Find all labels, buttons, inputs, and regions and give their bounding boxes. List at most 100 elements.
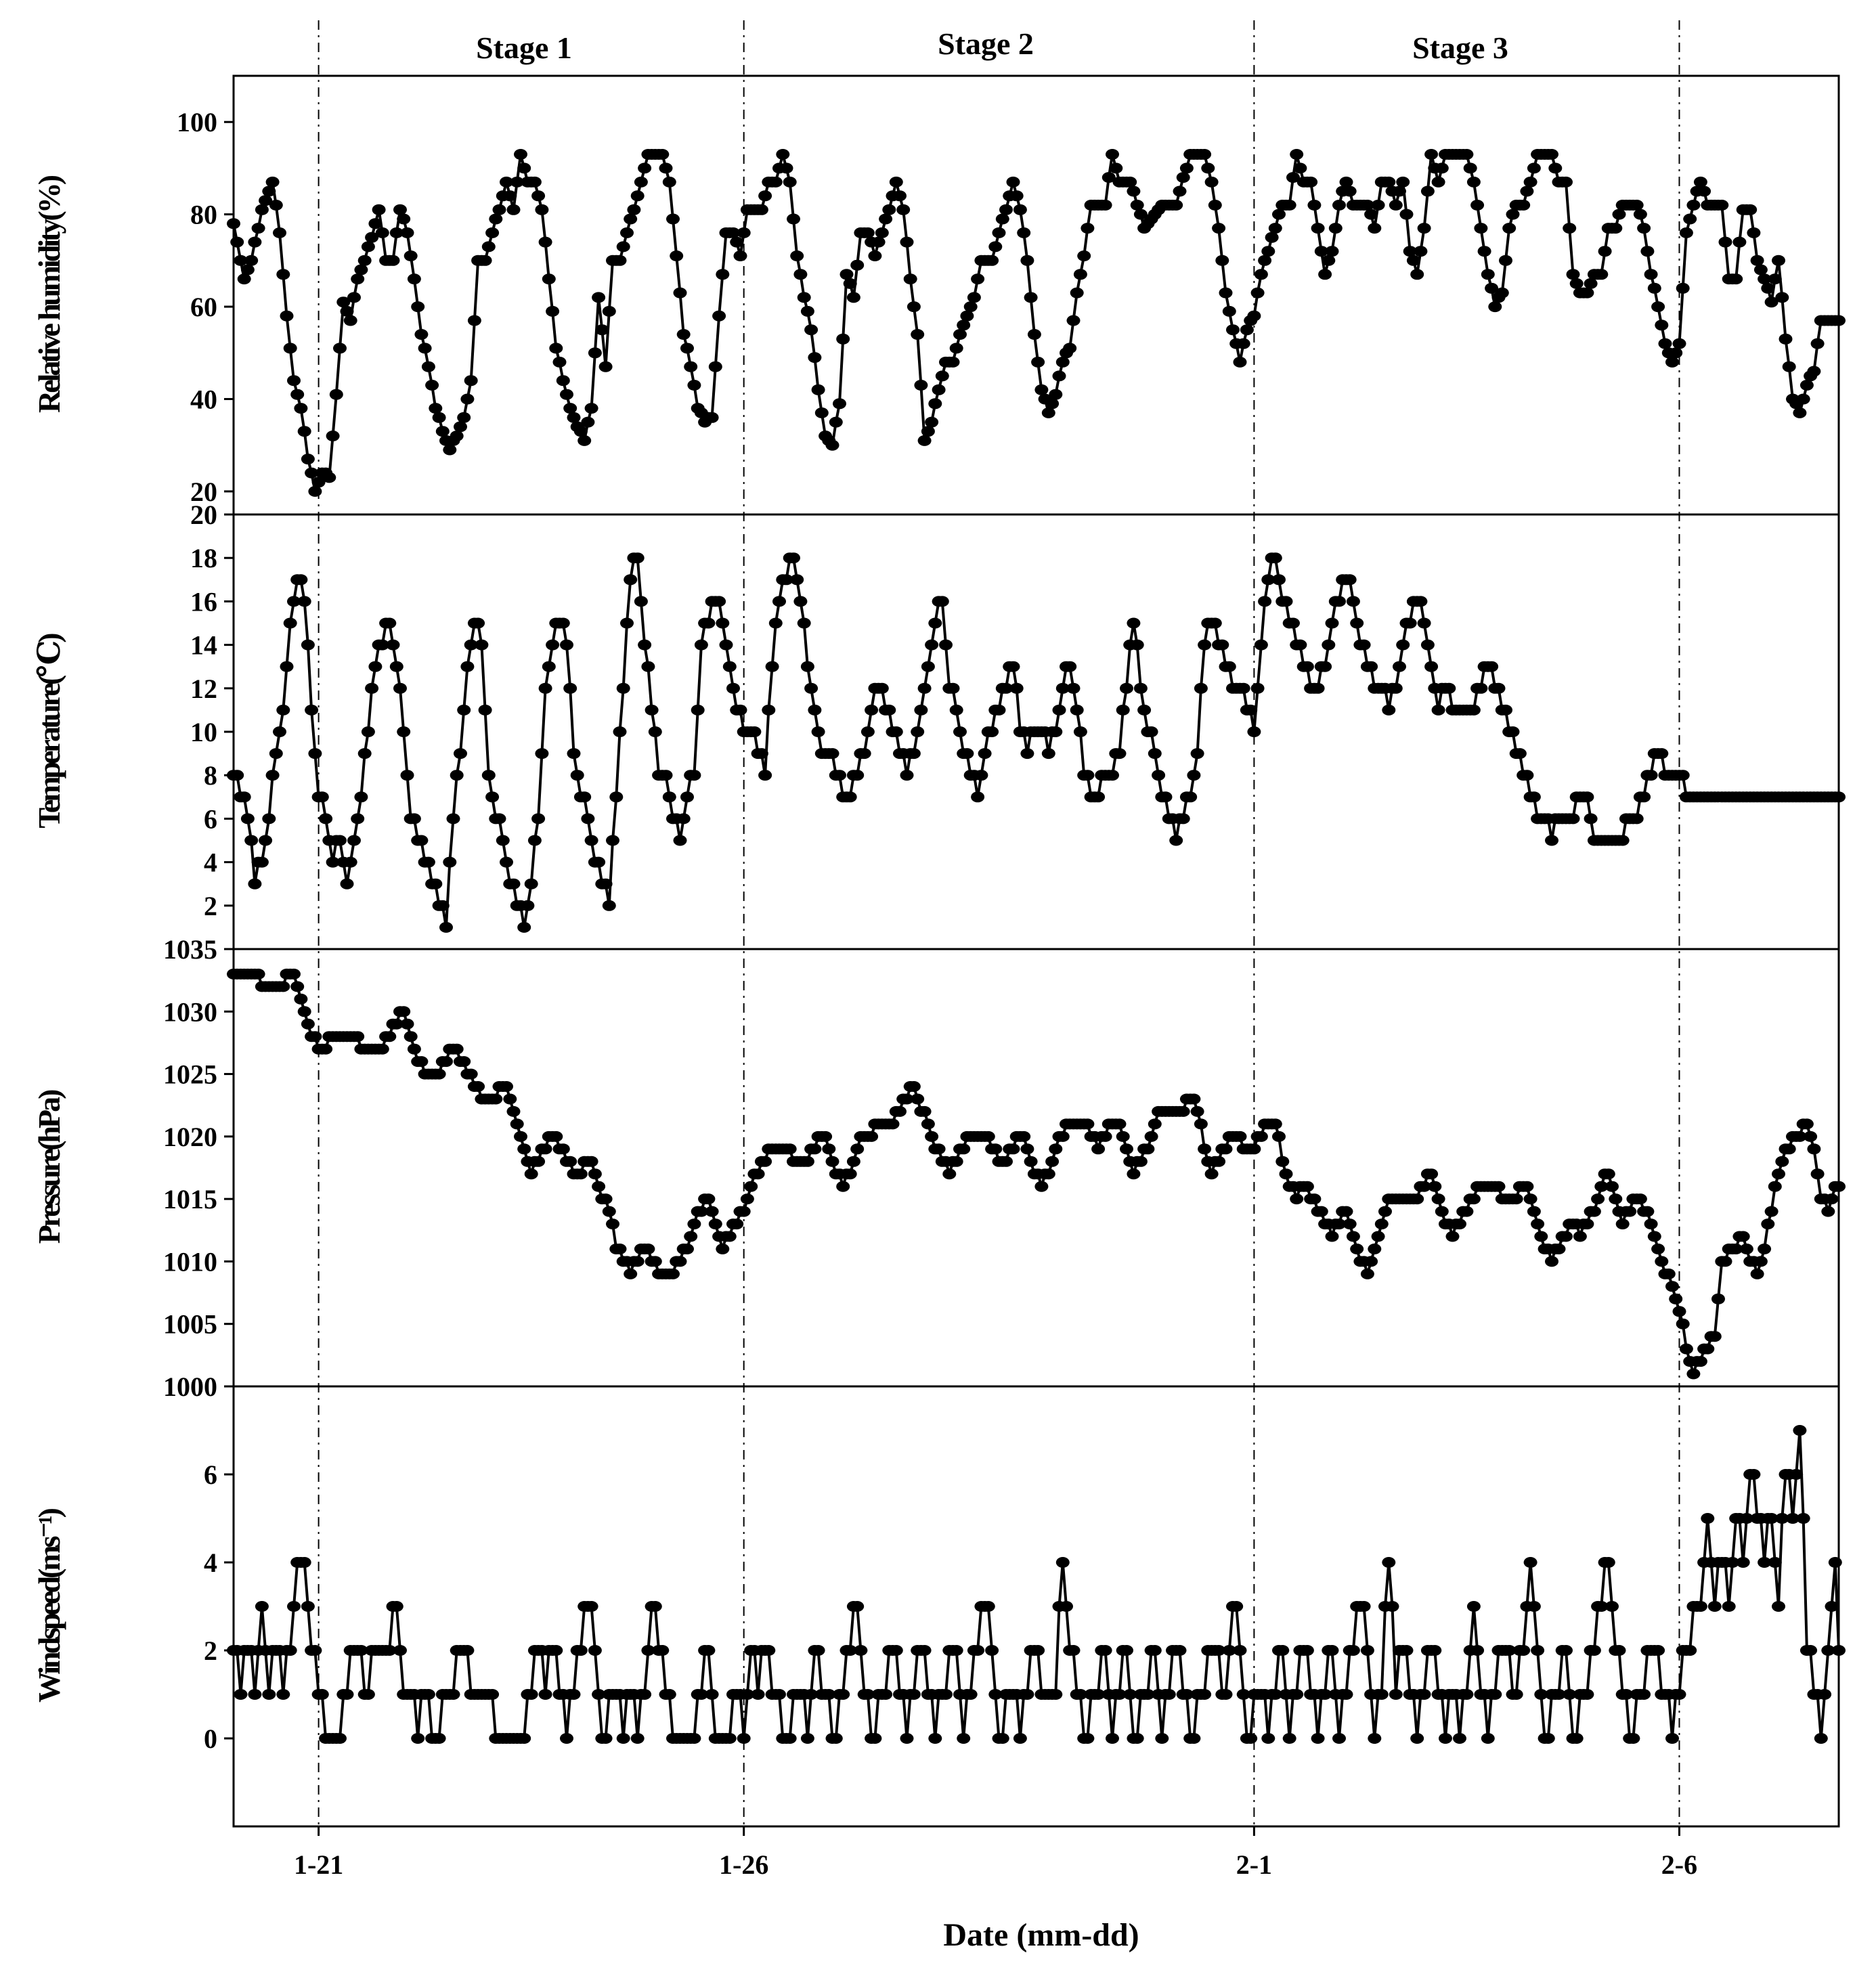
data-point	[1460, 1689, 1474, 1700]
data-point	[439, 921, 453, 933]
data-point	[1106, 770, 1119, 781]
data-point	[808, 1143, 822, 1155]
data-point	[1343, 185, 1357, 197]
data-point	[1793, 1425, 1807, 1436]
data-point	[882, 204, 896, 215]
data-point	[939, 639, 953, 651]
data-point	[638, 162, 652, 174]
y-tick-label: 14	[190, 630, 217, 661]
data-point	[1772, 255, 1785, 266]
data-point	[758, 1156, 772, 1167]
data-point	[315, 791, 329, 803]
data-point	[1420, 185, 1435, 197]
data-point	[1378, 1206, 1392, 1217]
data-point	[1566, 269, 1580, 280]
data-point	[389, 661, 403, 672]
data-point	[1637, 791, 1651, 803]
data-point	[1672, 1689, 1686, 1700]
data-point	[733, 250, 747, 261]
data-point	[800, 661, 814, 672]
data-point	[227, 218, 240, 229]
data-point	[478, 255, 492, 266]
data-point	[577, 435, 592, 446]
data-point	[1343, 1218, 1357, 1230]
data-point	[602, 1206, 616, 1217]
data-point	[1584, 813, 1598, 825]
data-point	[1041, 748, 1055, 760]
data-point	[1414, 246, 1428, 257]
data-point	[1226, 324, 1240, 336]
data-point	[1006, 661, 1020, 672]
data-point	[1686, 1368, 1701, 1380]
data-point	[1055, 682, 1070, 694]
data-point	[1605, 1601, 1619, 1612]
data-point	[1435, 1206, 1449, 1217]
data-point	[1655, 748, 1669, 760]
data-point	[673, 835, 687, 846]
data-point	[308, 485, 322, 497]
data-point	[386, 255, 400, 266]
data-point	[1410, 1193, 1424, 1205]
data-point	[262, 1689, 276, 1700]
data-point	[315, 1689, 329, 1700]
data-point	[1584, 278, 1598, 289]
data-point	[1779, 333, 1793, 345]
data-point	[811, 1645, 825, 1656]
data-point	[1106, 1733, 1119, 1744]
data-point	[1726, 1557, 1739, 1568]
data-point	[776, 149, 790, 160]
data-point	[1229, 1601, 1244, 1612]
data-point	[1679, 227, 1693, 238]
data-point	[1101, 172, 1116, 183]
data-point	[1707, 1601, 1722, 1612]
data-point	[865, 1130, 879, 1142]
data-point	[1520, 1181, 1534, 1192]
data-point	[1630, 813, 1644, 825]
data-point	[1133, 1156, 1148, 1167]
data-point	[1346, 1645, 1360, 1656]
data-point	[524, 1168, 538, 1180]
data-point	[836, 1689, 850, 1700]
data-point	[283, 1645, 297, 1656]
data-point	[1073, 269, 1087, 280]
data-point	[659, 162, 673, 174]
data-point	[514, 1130, 527, 1142]
data-point	[347, 292, 361, 303]
data-point	[276, 1689, 290, 1700]
data-point	[1198, 1689, 1212, 1700]
data-point	[592, 1181, 606, 1192]
data-point	[949, 1645, 963, 1656]
data-point	[953, 726, 967, 737]
data-point	[308, 1645, 322, 1656]
data-point	[1208, 617, 1222, 629]
data-point	[1552, 1244, 1566, 1254]
data-point	[1212, 1156, 1226, 1167]
y-tick-label: 12	[190, 674, 217, 704]
data-point	[1732, 236, 1747, 248]
data-point	[1109, 162, 1123, 174]
data-point	[1031, 1645, 1045, 1656]
data-point	[921, 661, 935, 672]
data-point	[1368, 223, 1382, 234]
data-point	[1832, 1645, 1846, 1656]
y-tick-label: 1000	[163, 1371, 217, 1402]
data-point	[1587, 1645, 1601, 1656]
data-point	[1393, 661, 1406, 672]
data-point	[1488, 1689, 1502, 1700]
data-point	[1389, 200, 1403, 211]
data-point	[1244, 704, 1258, 716]
data-point	[1137, 704, 1152, 716]
data-point	[1006, 176, 1020, 188]
data-point	[708, 1218, 722, 1230]
data-point	[1697, 185, 1711, 197]
data-point	[907, 1081, 921, 1092]
data-point	[1758, 273, 1772, 285]
data-point	[613, 255, 627, 266]
data-point	[1282, 200, 1296, 211]
data-point	[1640, 246, 1655, 257]
data-point	[620, 227, 634, 238]
data-point	[1669, 1293, 1683, 1304]
data-point	[592, 1689, 606, 1700]
data-point	[1198, 149, 1212, 160]
data-point	[333, 343, 347, 354]
